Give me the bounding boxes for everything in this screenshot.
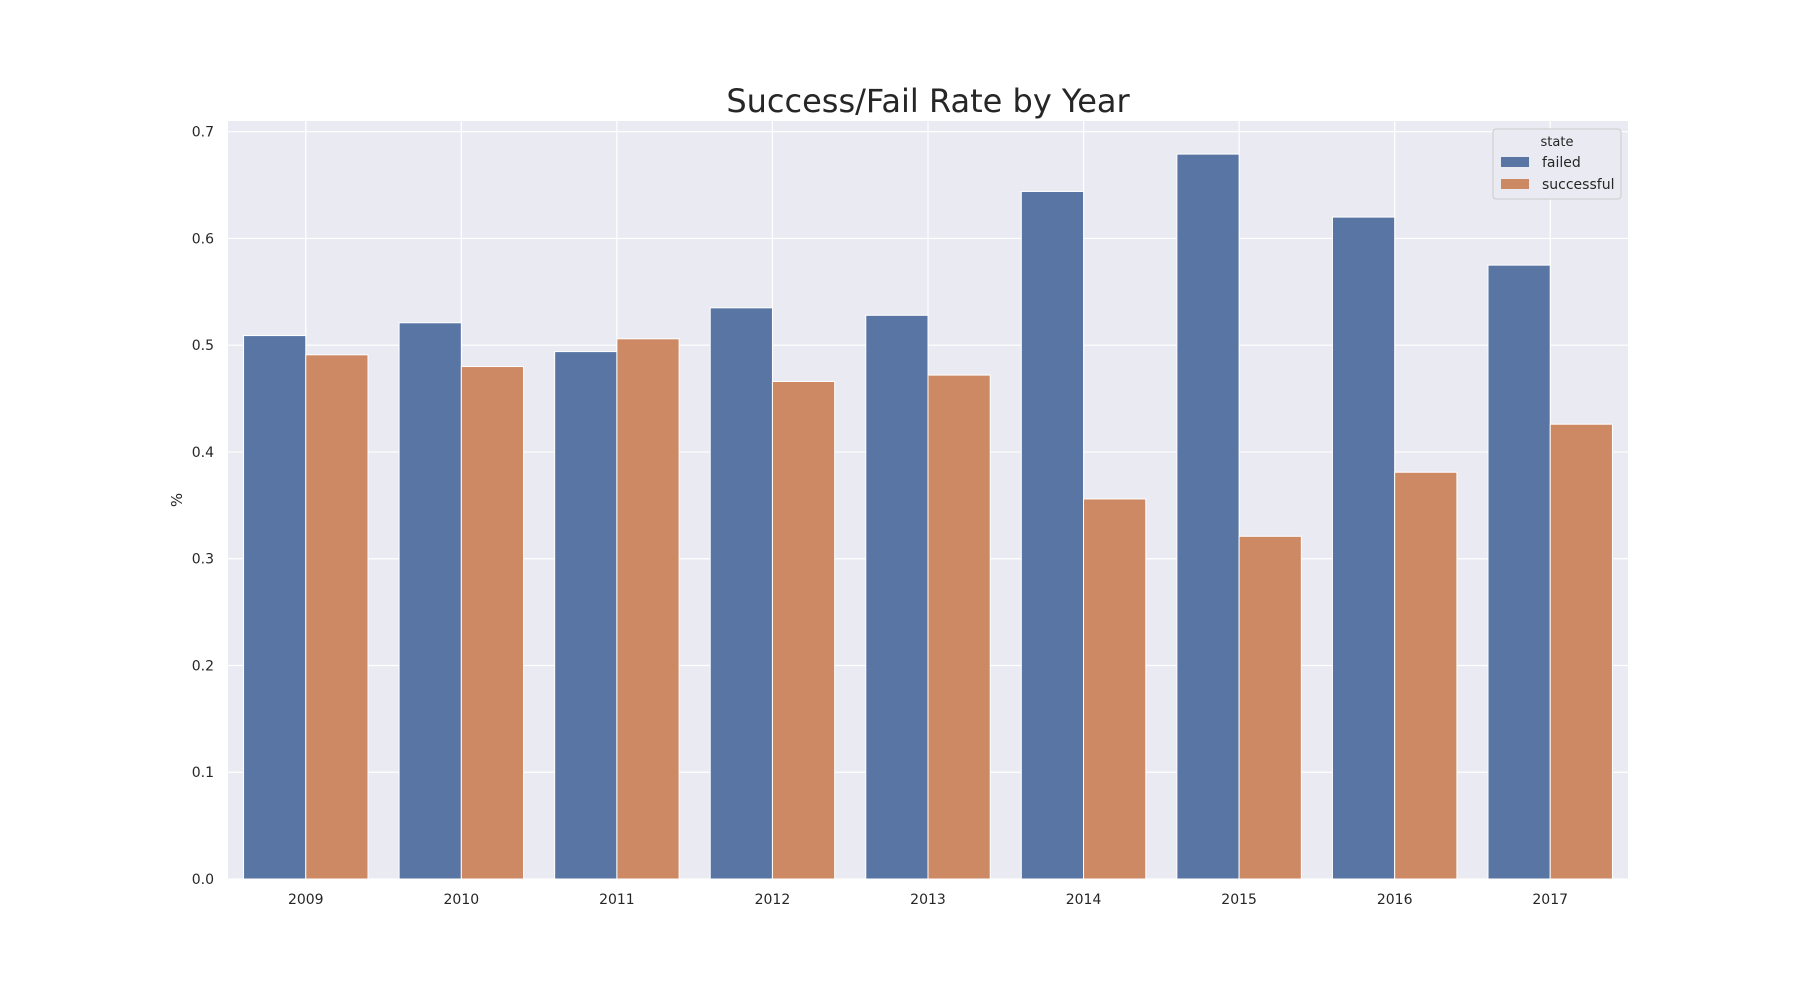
bar-successful-2011: [616, 338, 680, 880]
bar-successful-2016: [1394, 471, 1458, 880]
x-tick-label: 2015: [1221, 892, 1257, 908]
y-tick-label: 0.2: [192, 658, 214, 674]
y-tick-label: 0.4: [192, 445, 214, 461]
y-tick-label: 0.5: [192, 338, 214, 354]
y-axis-ticks: 0.0 0.1 0.2 0.3 0.4 0.5 0.6 0.7: [192, 125, 214, 888]
legend-label-failed: failed: [1542, 155, 1581, 171]
y-tick-label: 0.6: [192, 231, 214, 247]
bar-failed-2015: [1176, 153, 1240, 880]
bar-failed-2010: [398, 322, 462, 880]
x-tick-label: 2017: [1532, 892, 1568, 908]
x-tick-label: 2010: [444, 892, 480, 908]
y-tick-label: 0.7: [192, 125, 214, 141]
bar-successful-2013: [927, 374, 991, 880]
x-tick-label: 2012: [755, 892, 791, 908]
bars: [243, 153, 1613, 880]
legend-items: failed successful: [1501, 155, 1614, 193]
x-tick-label: 2016: [1377, 892, 1413, 908]
bar-failed-2012: [709, 307, 773, 880]
bar-failed-2009: [243, 335, 307, 880]
x-axis-ticks: 2009 2010 2011 2012 2013 2014 2015 2016 2017: [288, 892, 1568, 908]
bar-successful-2010: [460, 366, 525, 880]
y-tick-label: 0.3: [192, 552, 214, 568]
bar-successful-2017: [1549, 423, 1613, 880]
bar-failed-2011: [554, 351, 618, 880]
y-axis-label: %: [168, 493, 186, 507]
bar-failed-2014: [1020, 190, 1085, 880]
x-tick-label: 2009: [288, 892, 324, 908]
bar-failed-2013: [865, 314, 929, 880]
legend-title: state: [1541, 135, 1574, 150]
bar-successful-2014: [1083, 498, 1147, 880]
legend-swatch-failed: [1501, 157, 1529, 167]
bar-failed-2017: [1487, 264, 1551, 880]
bar-failed-2016: [1331, 216, 1396, 880]
legend-label-successful: successful: [1542, 177, 1614, 193]
y-tick-label: 0.1: [192, 765, 214, 781]
y-tick-label: 0.0: [192, 872, 214, 888]
legend: state failed successful: [1492, 128, 1622, 200]
x-tick-label: 2011: [599, 892, 635, 908]
x-tick-label: 2014: [1066, 892, 1102, 908]
chart-title: Success/Fail Rate by Year: [726, 82, 1130, 120]
x-tick-label: 2013: [910, 892, 946, 908]
bar-successful-2015: [1238, 535, 1302, 880]
legend-swatch-successful: [1501, 179, 1529, 189]
bar-successful-2009: [305, 354, 369, 880]
bar-successful-2012: [771, 380, 836, 880]
